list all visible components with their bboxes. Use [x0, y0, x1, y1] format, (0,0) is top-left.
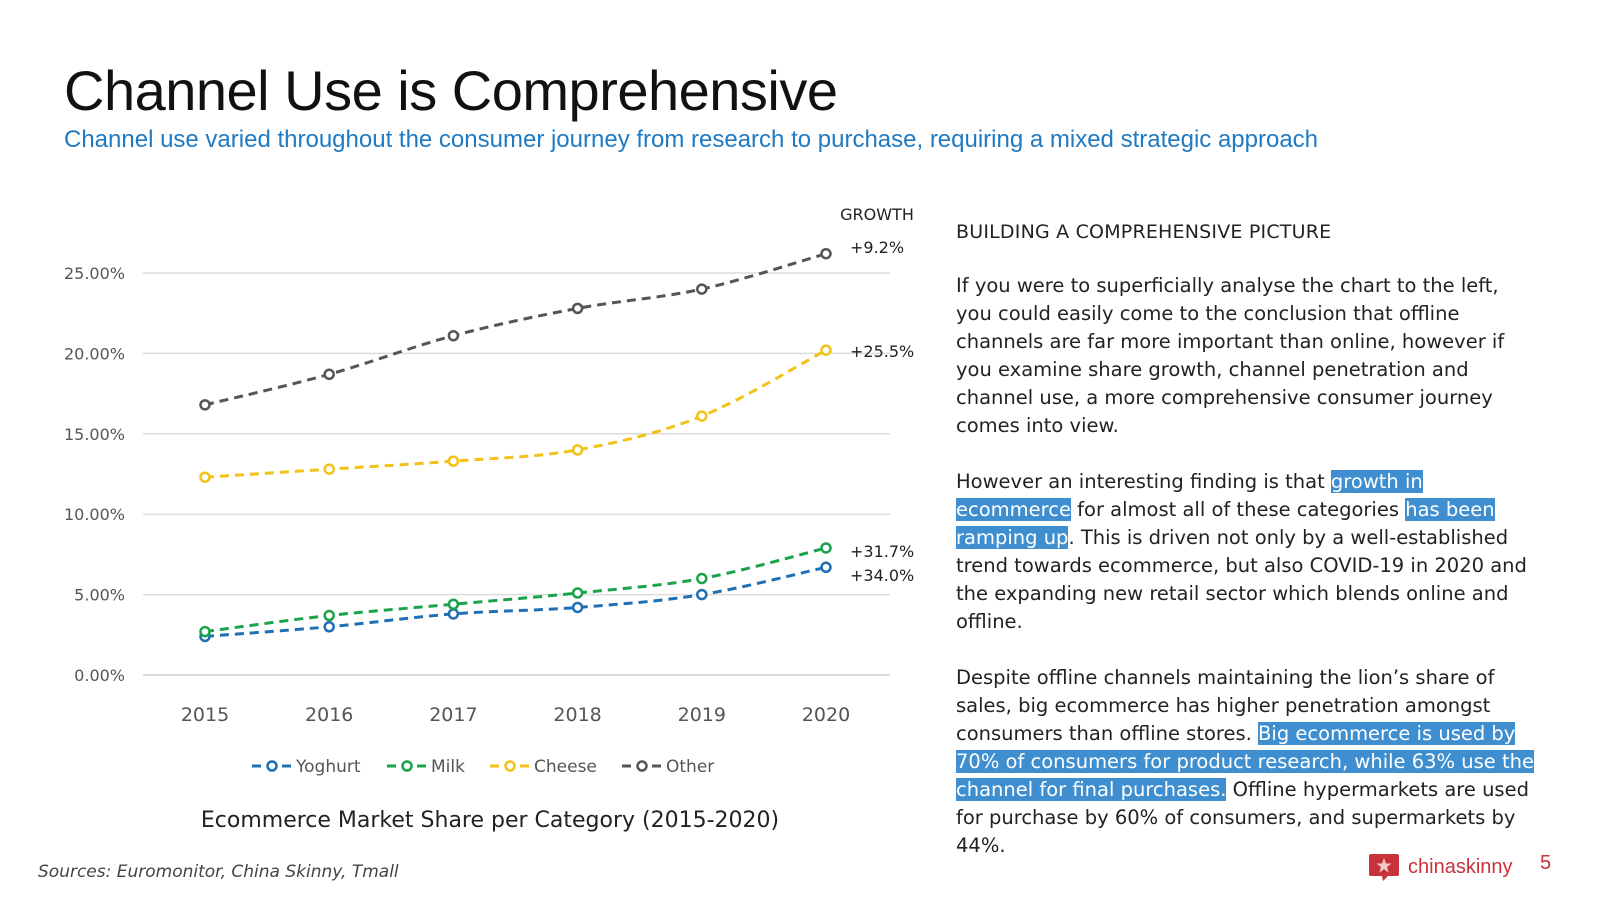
- y-tick-label: 5.00%: [74, 586, 125, 605]
- chart-title: Ecommerce Market Share per Category (201…: [200, 808, 780, 833]
- x-tick-label: 2016: [305, 704, 353, 726]
- data-point: [199, 471, 211, 483]
- data-point: [571, 601, 584, 614]
- series-line: [204, 565, 827, 638]
- sources-note: Sources: Euromonitor, China Skinny, Tmal…: [38, 862, 399, 882]
- series-line: [204, 348, 827, 479]
- data-point: [199, 625, 211, 638]
- x-axis-ticks: 2015 2016 2017 2018 2019 2020: [181, 704, 850, 726]
- x-tick-label: 2020: [802, 704, 850, 726]
- panel-heading: BUILDING A COMPREHENSIVE PICTURE: [956, 221, 1332, 243]
- growth-label-milk: +31.7%: [850, 542, 914, 561]
- legend: Yoghurt Milk Cheese Other: [252, 757, 714, 777]
- series-line: [204, 252, 827, 407]
- x-tick-label: 2017: [429, 704, 477, 726]
- legend-item-yoghurt: Yoghurt: [252, 757, 361, 777]
- data-point: [820, 247, 832, 260]
- p3-text-a: Despite offline channels maintaining the…: [956, 666, 1495, 745]
- data-point: [323, 463, 335, 475]
- legend-label: Other: [666, 757, 714, 777]
- series-milk: [199, 542, 832, 638]
- p3-text-b: Offline hypermarkets are used for purcha…: [956, 778, 1529, 857]
- legend-marker: [504, 760, 516, 772]
- y-axis-ticks: 0.00% 5.00% 10.00% 15.00% 20.00% 25.00%: [64, 264, 125, 685]
- data-point: [571, 587, 584, 599]
- data-point: [323, 368, 335, 381]
- y-tick-label: 20.00%: [64, 344, 125, 363]
- x-tick-label: 2019: [678, 704, 726, 726]
- y-tick-label: 0.00%: [74, 666, 125, 685]
- panel-paragraph-2: However an interesting finding is that g…: [956, 468, 1536, 636]
- series-cheese: [199, 344, 832, 483]
- growth-label-cheese: +25.5%: [850, 342, 914, 361]
- data-point: [447, 598, 460, 610]
- data-point: [323, 621, 335, 633]
- series-yoghurt: [199, 561, 832, 643]
- p2-text-b: for almost all of these categories: [1070, 498, 1406, 521]
- x-tick-label: 2018: [553, 704, 601, 726]
- data-point: [447, 455, 460, 467]
- legend-marker: [401, 760, 413, 772]
- data-point: [696, 572, 708, 585]
- legend-marker: [266, 760, 278, 772]
- data-point: [820, 542, 832, 554]
- data-point: [696, 588, 708, 601]
- data-point: [323, 609, 335, 622]
- y-tick-label: 25.00%: [64, 264, 125, 283]
- series-other: [199, 247, 832, 411]
- data-point: [820, 561, 832, 574]
- legend-item-other: Other: [622, 757, 714, 777]
- p2-text-c: . This is driven not only by a well-esta…: [956, 526, 1527, 633]
- page-number: 5: [1540, 852, 1552, 874]
- growth-label-yoghurt: +34.0%: [850, 566, 914, 585]
- legend-marker: [636, 760, 648, 772]
- x-tick-label: 2015: [181, 704, 229, 726]
- legend-label: Milk: [431, 757, 465, 777]
- y-tick-label: 15.00%: [64, 425, 125, 444]
- series-layer: [199, 247, 832, 643]
- p2-text-a: However an interesting finding is that: [956, 470, 1331, 493]
- grid-layer: [143, 272, 890, 676]
- data-point: [571, 302, 584, 315]
- y-tick-label: 10.00%: [64, 505, 125, 524]
- data-point: [447, 608, 460, 620]
- data-point: [447, 329, 460, 342]
- growth-label-other: +9.2%: [850, 238, 904, 257]
- panel-paragraph-1: If you were to superficially analyse the…: [956, 274, 1505, 437]
- star-badge-icon: [1369, 854, 1399, 881]
- legend-label: Yoghurt: [295, 757, 361, 777]
- growth-header: GROWTH: [840, 205, 914, 224]
- data-point: [571, 444, 584, 456]
- line-chart: 0.00%5.00%10.00%15.00%20.00%25.00% 2015 2…: [64, 205, 914, 777]
- legend-item-cheese: Cheese: [490, 757, 597, 777]
- data-point: [199, 399, 211, 411]
- legend-label: Cheese: [534, 757, 597, 777]
- series-line: [204, 546, 827, 634]
- data-point: [696, 410, 708, 422]
- panel-paragraph-3: Despite offline channels maintaining the…: [956, 664, 1536, 860]
- data-point: [696, 283, 708, 295]
- brand-logo: chinaskinny: [1368, 852, 1513, 882]
- growth-labels: GROWTH +34.0% +31.7% +25.5% +9.2%: [840, 205, 914, 585]
- page-title: Channel Use is Comprehensive: [64, 59, 838, 122]
- data-point: [820, 344, 832, 356]
- page-subtitle: Channel use varied throughout the consum…: [64, 126, 1319, 153]
- logo-text: chinaskinny: [1408, 855, 1513, 878]
- commentary-panel: BUILDING A COMPREHENSIVE PICTURE If you …: [956, 218, 1536, 888]
- legend-item-milk: Milk: [387, 757, 465, 777]
